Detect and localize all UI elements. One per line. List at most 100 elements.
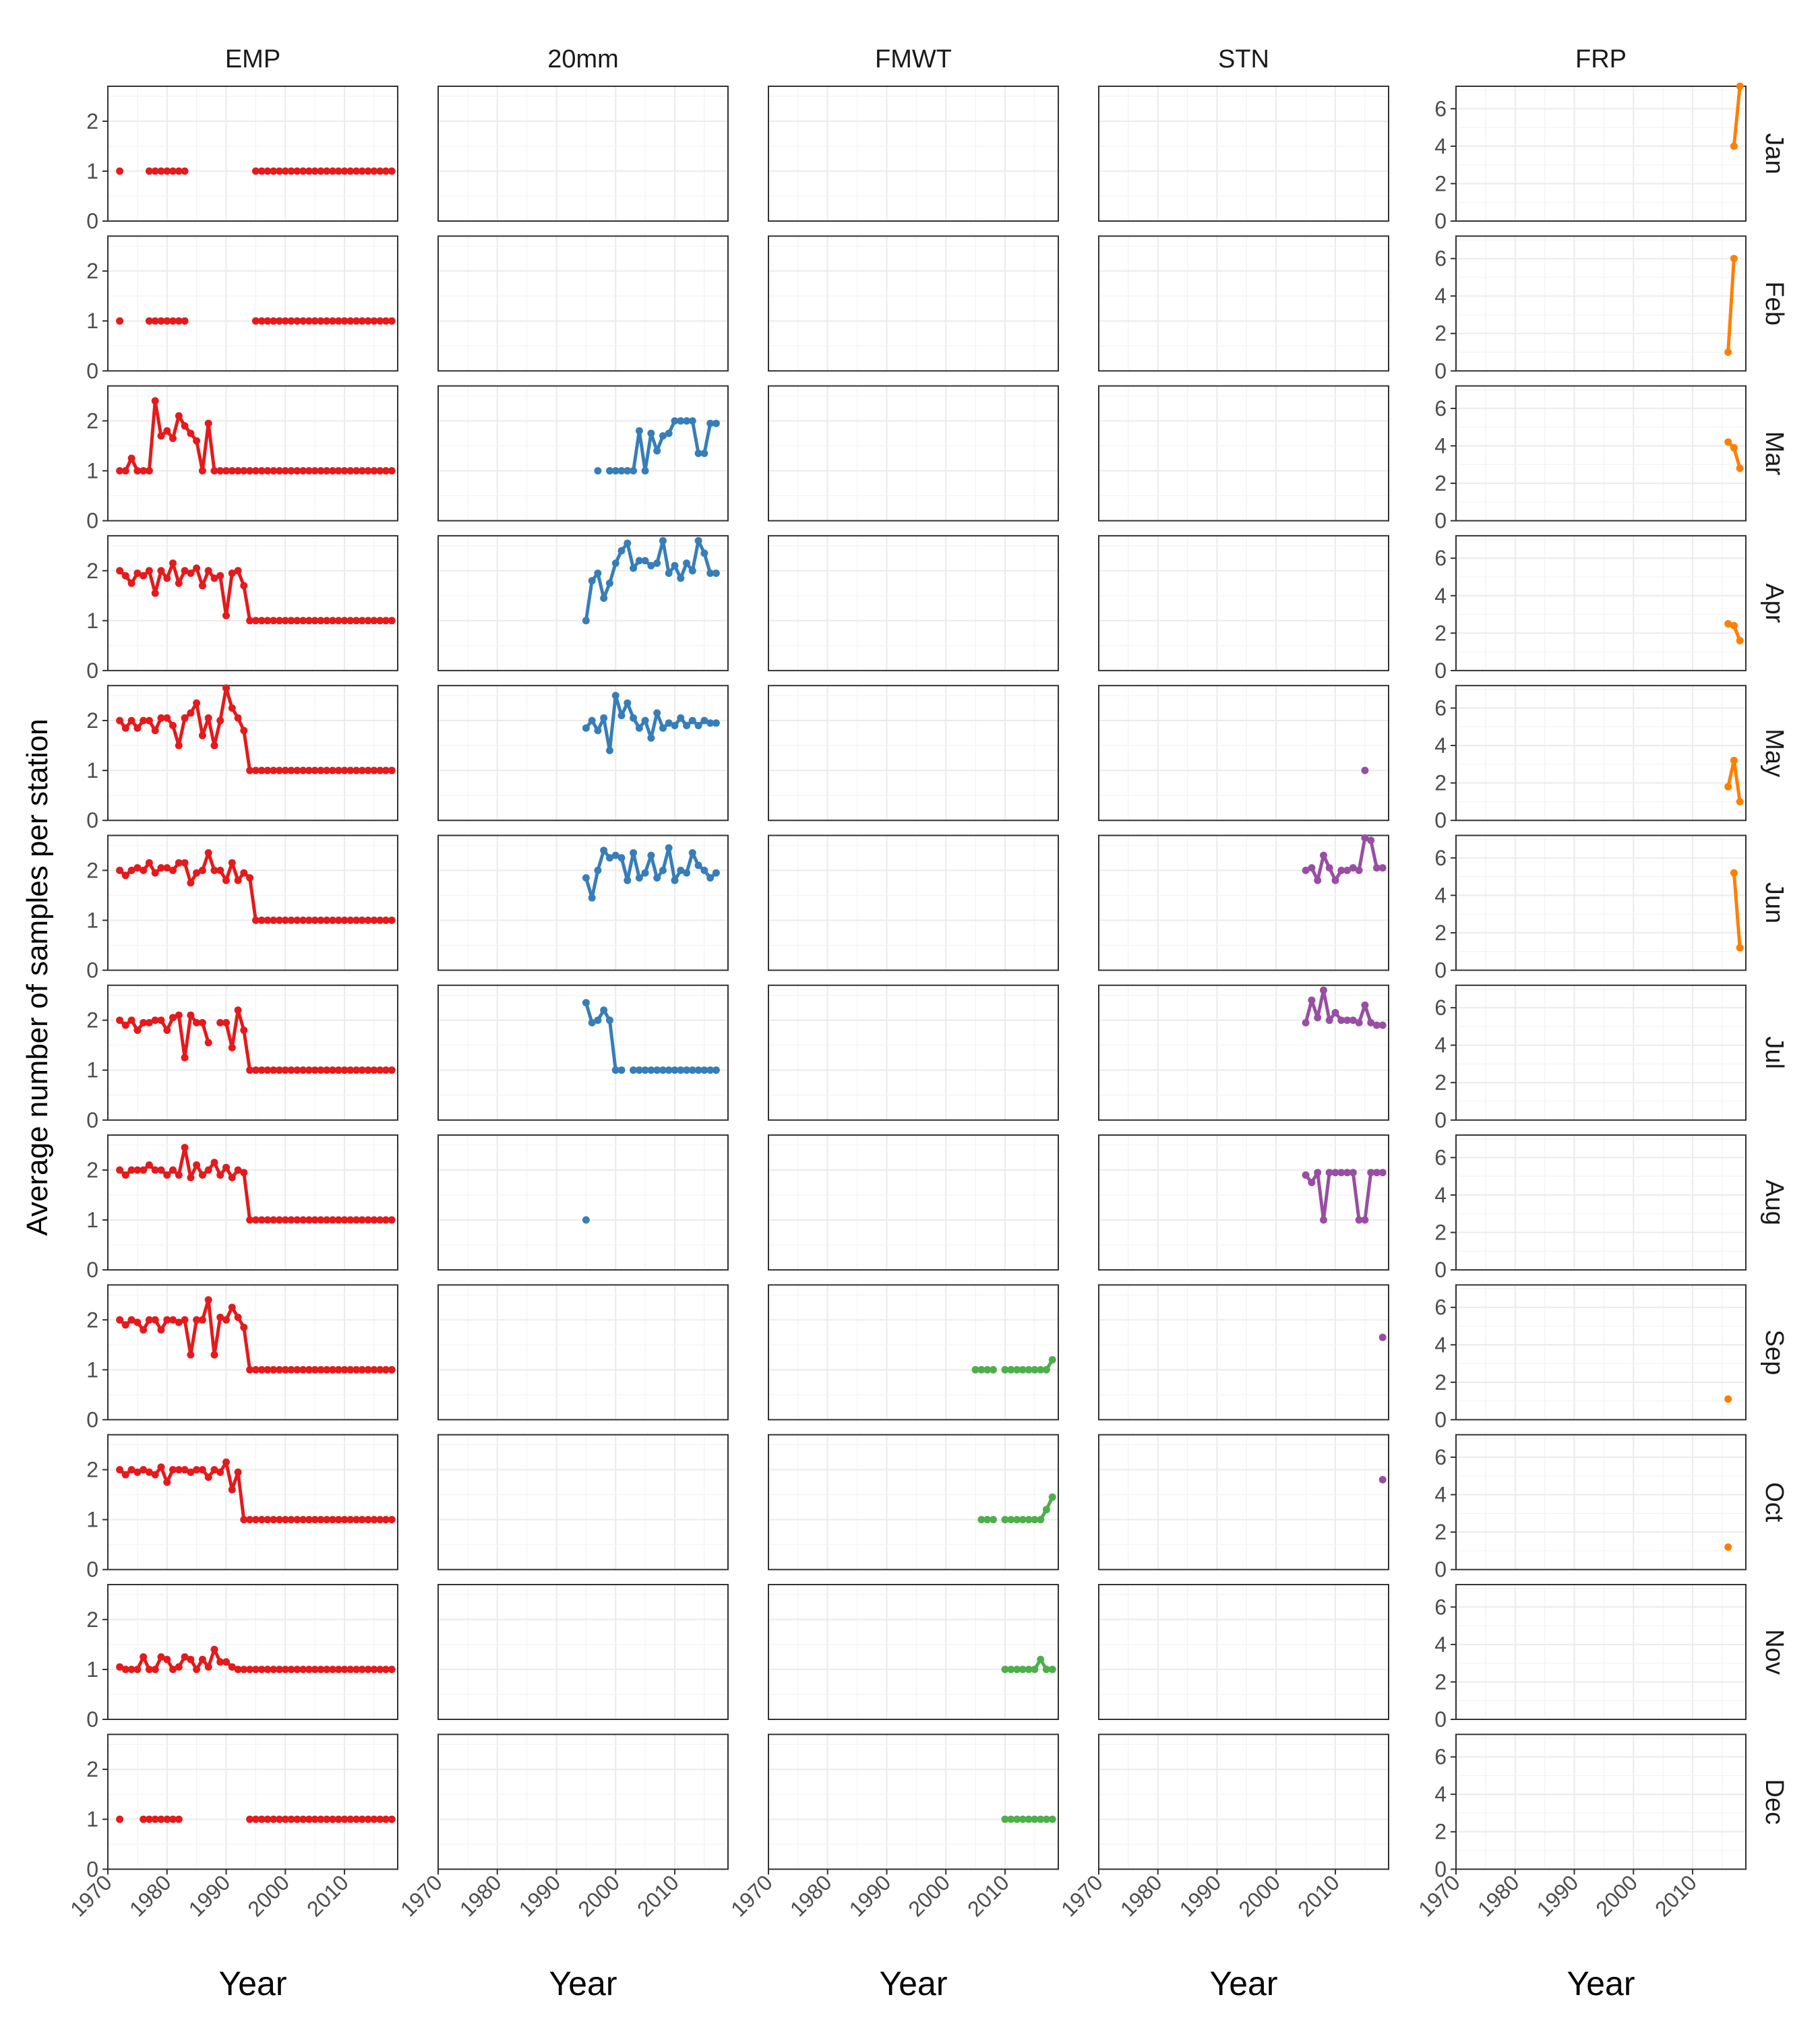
data-point bbox=[370, 1066, 378, 1074]
data-point bbox=[700, 450, 708, 458]
data-point bbox=[624, 876, 632, 884]
data-point bbox=[204, 1039, 212, 1047]
y-tick-label: 6 bbox=[1434, 546, 1447, 570]
data-point bbox=[151, 869, 159, 877]
y-tick-label: 0 bbox=[1434, 1857, 1447, 1881]
data-point bbox=[1320, 986, 1327, 994]
data-point bbox=[293, 916, 301, 924]
data-point bbox=[157, 1326, 165, 1334]
y-tick-label: 1 bbox=[86, 1208, 98, 1232]
data-point bbox=[127, 716, 135, 725]
panel-20mm-aug bbox=[437, 1134, 729, 1271]
data-point bbox=[121, 1321, 129, 1329]
data-point bbox=[376, 317, 384, 325]
panel-border bbox=[437, 1584, 729, 1720]
y-tick-label: 4 bbox=[1434, 1183, 1447, 1207]
data-point bbox=[299, 1066, 307, 1074]
data-point bbox=[276, 1216, 283, 1224]
panel-background bbox=[438, 835, 728, 971]
data-point bbox=[175, 741, 183, 749]
data-point bbox=[257, 1216, 266, 1224]
panel-border bbox=[107, 834, 398, 971]
data-point bbox=[1331, 1009, 1339, 1016]
panel-background bbox=[108, 535, 398, 671]
data-point bbox=[187, 1655, 195, 1663]
data-point bbox=[293, 1665, 301, 1674]
data-point bbox=[647, 429, 655, 437]
x-tick-label: 1980 bbox=[455, 1870, 506, 1922]
data-point bbox=[353, 766, 361, 774]
panel-background bbox=[1099, 1135, 1389, 1270]
data-point bbox=[1001, 1665, 1009, 1674]
data-point bbox=[370, 1665, 378, 1674]
data-point bbox=[1355, 1018, 1363, 1027]
panel-background bbox=[108, 985, 398, 1120]
data-point bbox=[264, 916, 272, 924]
data-point bbox=[133, 1318, 142, 1326]
data-point bbox=[1048, 1815, 1056, 1823]
data-point bbox=[364, 167, 372, 175]
data-point bbox=[1724, 438, 1732, 446]
panel-background bbox=[1456, 985, 1746, 1120]
y-tick-label: 0 bbox=[1434, 808, 1447, 832]
data-point bbox=[376, 916, 384, 924]
panel-border bbox=[107, 1584, 398, 1720]
data-point bbox=[1013, 1366, 1021, 1374]
panel-background bbox=[768, 685, 1058, 821]
data-point bbox=[329, 916, 336, 924]
x-tick-label: 1980 bbox=[1116, 1870, 1167, 1922]
data-point bbox=[127, 1166, 135, 1174]
panel-background bbox=[438, 1285, 728, 1420]
data-point bbox=[635, 724, 643, 732]
data-point bbox=[653, 1066, 661, 1074]
data-point bbox=[1724, 620, 1732, 627]
panel-border bbox=[768, 235, 1059, 372]
panel-frp-may: 0 2 4 6 bbox=[1434, 685, 1747, 832]
panel-background bbox=[108, 86, 398, 221]
data-point bbox=[305, 1516, 313, 1524]
series-frp-feb bbox=[1724, 255, 1738, 356]
data-point bbox=[1031, 1815, 1039, 1823]
data-point bbox=[140, 1166, 148, 1174]
data-point bbox=[311, 1366, 319, 1374]
panel-border bbox=[107, 385, 398, 522]
panel-background bbox=[438, 1585, 728, 1719]
data-point bbox=[382, 1066, 390, 1074]
data-point bbox=[293, 317, 301, 325]
series-frp-may bbox=[1724, 756, 1744, 805]
data-point bbox=[388, 1366, 396, 1374]
panel-20mm-jun bbox=[437, 834, 729, 971]
y-tick-label: 6 bbox=[1434, 696, 1447, 721]
data-point bbox=[151, 1166, 159, 1174]
panel-background bbox=[108, 1734, 398, 1870]
data-point bbox=[606, 467, 613, 474]
panel-20mm-nov bbox=[437, 1584, 729, 1720]
x-axis-title: Year bbox=[1567, 1965, 1635, 2002]
data-point bbox=[311, 1665, 319, 1674]
data-point bbox=[671, 417, 679, 425]
data-point bbox=[116, 317, 124, 325]
panel-stn-sep bbox=[1098, 1284, 1389, 1421]
data-point bbox=[251, 467, 260, 474]
data-point bbox=[671, 1066, 679, 1074]
data-point bbox=[140, 1815, 148, 1823]
data-point bbox=[606, 579, 613, 587]
data-point bbox=[198, 1018, 206, 1027]
data-point bbox=[264, 1516, 272, 1524]
data-point bbox=[140, 467, 148, 474]
y-tick-label: 2 bbox=[86, 858, 98, 882]
data-point bbox=[222, 1163, 230, 1171]
data-point bbox=[1325, 864, 1333, 872]
data-point bbox=[234, 1314, 242, 1321]
data-point bbox=[151, 317, 159, 325]
data-point bbox=[346, 167, 355, 175]
data-point bbox=[311, 167, 319, 175]
data-point bbox=[370, 1815, 378, 1823]
data-point bbox=[210, 1159, 218, 1167]
series-emp-dec bbox=[116, 1815, 396, 1823]
data-point bbox=[293, 1366, 301, 1374]
data-point bbox=[1337, 1169, 1345, 1177]
panel-fmwt-feb bbox=[768, 235, 1059, 372]
panel-background bbox=[768, 985, 1058, 1120]
data-point bbox=[251, 1516, 260, 1524]
